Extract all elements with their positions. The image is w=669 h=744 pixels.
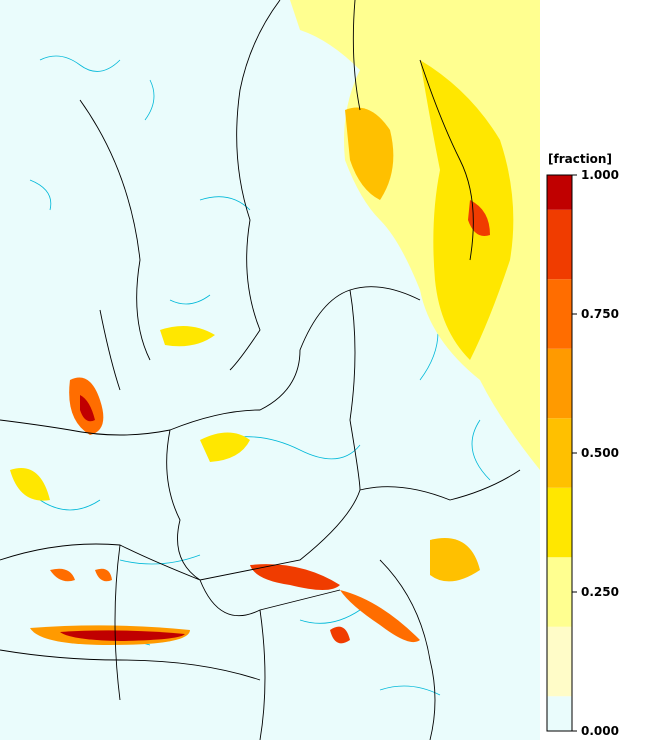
colorbar-tick-label: 0.500 (581, 446, 619, 460)
area-mid (345, 107, 394, 200)
colorbar-band (547, 487, 572, 558)
map (0, 0, 540, 741)
colorbar-band (547, 279, 572, 349)
area-mid (420, 60, 514, 360)
colorbar-band (547, 209, 572, 280)
area-high (50, 568, 112, 582)
borders (0, 0, 521, 741)
colorbar-tick-label: 0.750 (581, 307, 619, 321)
colorbar-band (547, 696, 572, 731)
colorbar-tick-label: 0.000 (581, 724, 619, 738)
colorbar-band (547, 626, 572, 697)
area-mid (430, 538, 480, 582)
colorbar-band (547, 418, 572, 488)
colorbar-band (547, 557, 572, 627)
colorbar-band (547, 175, 572, 210)
colorbar-label: [fraction] (548, 152, 612, 166)
area-high (330, 626, 350, 644)
fraction-areas (10, 0, 540, 645)
area-high (80, 395, 95, 422)
colorbar-band (547, 348, 572, 419)
area-mid (10, 326, 250, 501)
colorbar: [fraction] 0.000 0.250 0.500 0.750 1.000 (546, 152, 619, 738)
area-high (250, 564, 340, 590)
area-high (60, 630, 185, 641)
colorbar-tick-label: 0.250 (581, 585, 619, 599)
area-high (340, 590, 420, 643)
colorbar-tick-label: 1.000 (581, 168, 619, 182)
